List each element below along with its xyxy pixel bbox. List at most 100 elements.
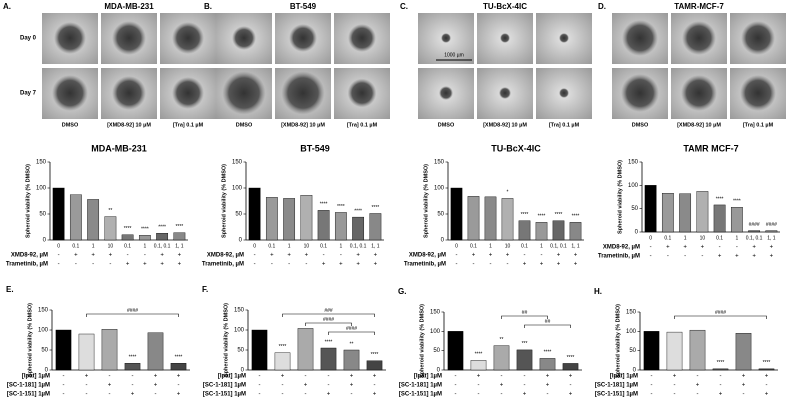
bracket-label: ## <box>545 319 551 325</box>
condition-value: + <box>557 262 561 268</box>
x-tick-label: 1, 1 <box>175 243 184 249</box>
x-tick-label: 10 <box>505 243 511 249</box>
significance: #### <box>766 222 777 228</box>
spheroid <box>112 76 146 110</box>
x-tick-label: 0.1 <box>664 235 671 241</box>
condition-value: + <box>742 383 746 389</box>
x-tick-label: 0.1 <box>470 243 477 249</box>
significance: **** <box>717 360 725 366</box>
condition-value: - <box>650 245 652 251</box>
y-tick-label: 100 <box>38 328 49 334</box>
condition-label: [Ipat] 1µM <box>610 374 638 380</box>
significance: **** <box>763 360 771 366</box>
bar <box>713 204 726 233</box>
significance: **** <box>175 355 183 361</box>
condition-value: + <box>752 254 756 260</box>
condition-value: + <box>574 253 578 259</box>
condition-value: + <box>305 253 309 259</box>
condition-label: [SC-1-181] 1µM <box>399 383 442 389</box>
condition-value: + <box>143 262 147 268</box>
x-tick-label: 1 <box>288 243 291 249</box>
bar <box>343 349 360 371</box>
significance: ** <box>500 337 504 343</box>
x-tick-label: 0 <box>649 235 652 241</box>
condition-value: - <box>570 383 572 389</box>
condition-value: + <box>574 262 578 268</box>
bracket-label: ### <box>324 308 333 314</box>
bar <box>679 193 692 233</box>
condition-value: - <box>127 253 129 259</box>
bracket-label: #### <box>346 326 357 332</box>
significance: **** <box>475 352 483 358</box>
condition-value: - <box>132 383 134 389</box>
condition-value: - <box>651 383 653 389</box>
condition-value: - <box>674 383 676 389</box>
y-tick-label: 50 <box>237 348 244 354</box>
condition-value: + <box>177 374 181 380</box>
condition-value: + <box>350 383 354 389</box>
condition-value: + <box>322 262 326 268</box>
condition-value: - <box>490 262 492 268</box>
bracket-label: ## <box>522 310 528 316</box>
condition-label: Trametinib, µM <box>598 254 640 260</box>
condition-value: - <box>259 374 261 380</box>
bar <box>317 210 330 241</box>
condition-value: - <box>109 262 111 268</box>
bar <box>562 363 579 371</box>
bar <box>730 207 743 233</box>
bar <box>300 195 313 241</box>
condition-label: [SC-1-181] 1µM <box>7 383 50 389</box>
condition-value: + <box>540 262 544 268</box>
condition-value: - <box>282 392 284 398</box>
y-tick-label: 0 <box>45 368 49 374</box>
condition-value: - <box>254 253 256 259</box>
y-axis-label: Spheroid viability (% DMSO) <box>617 160 623 234</box>
row-label: Day 0 <box>20 36 37 42</box>
condition-value: - <box>697 374 699 380</box>
bar <box>52 187 65 241</box>
condition-value: - <box>455 374 457 380</box>
condition-value: + <box>701 245 705 251</box>
x-tick-label: 0.1 <box>268 243 275 249</box>
significance: **** <box>354 208 362 214</box>
condition-value: - <box>63 374 65 380</box>
y-tick-label: 0 <box>635 230 639 236</box>
condition-value: + <box>569 392 573 398</box>
condition-value: - <box>501 374 503 380</box>
condition-value: - <box>282 383 284 389</box>
condition-value: - <box>547 392 549 398</box>
bracket <box>524 324 571 328</box>
condition-value: - <box>374 383 376 389</box>
condition-value: - <box>524 253 526 259</box>
significance: **** <box>175 224 183 230</box>
y-tick-label: 50 <box>437 212 444 218</box>
y-tick-label: 150 <box>38 308 49 314</box>
y-axis-label: Spheroid viability (% DMSO) <box>419 304 425 378</box>
column-label: DMSO <box>438 122 455 128</box>
x-tick-label: 0.1 <box>72 243 79 249</box>
bar <box>55 329 72 371</box>
y-tick-label: 100 <box>232 186 243 192</box>
bar <box>251 329 268 371</box>
spheroid <box>54 22 86 54</box>
y-tick-label: 0 <box>441 238 445 244</box>
bar <box>156 233 169 241</box>
condition-value: + <box>177 392 181 398</box>
panel-title: BT-549 <box>290 2 317 11</box>
x-tick-label: 1 <box>684 235 687 241</box>
condition-value: - <box>259 383 261 389</box>
bar <box>104 216 117 241</box>
condition-value: + <box>506 253 510 259</box>
condition-value: + <box>472 253 476 259</box>
y-axis-label: Spheroid viability (% DMSO) <box>27 303 33 377</box>
column-label: [Tra] 0.1 µM <box>347 122 378 128</box>
condition-label: [Ipat] 1µM <box>218 374 246 380</box>
condition-value: - <box>720 383 722 389</box>
spheroid <box>441 33 451 43</box>
bar <box>147 332 164 371</box>
bar <box>265 197 278 241</box>
x-tick-label: 1, 1 <box>371 243 380 249</box>
panel-title: TAMR-MCF-7 <box>674 2 724 11</box>
spheroid <box>740 75 776 111</box>
